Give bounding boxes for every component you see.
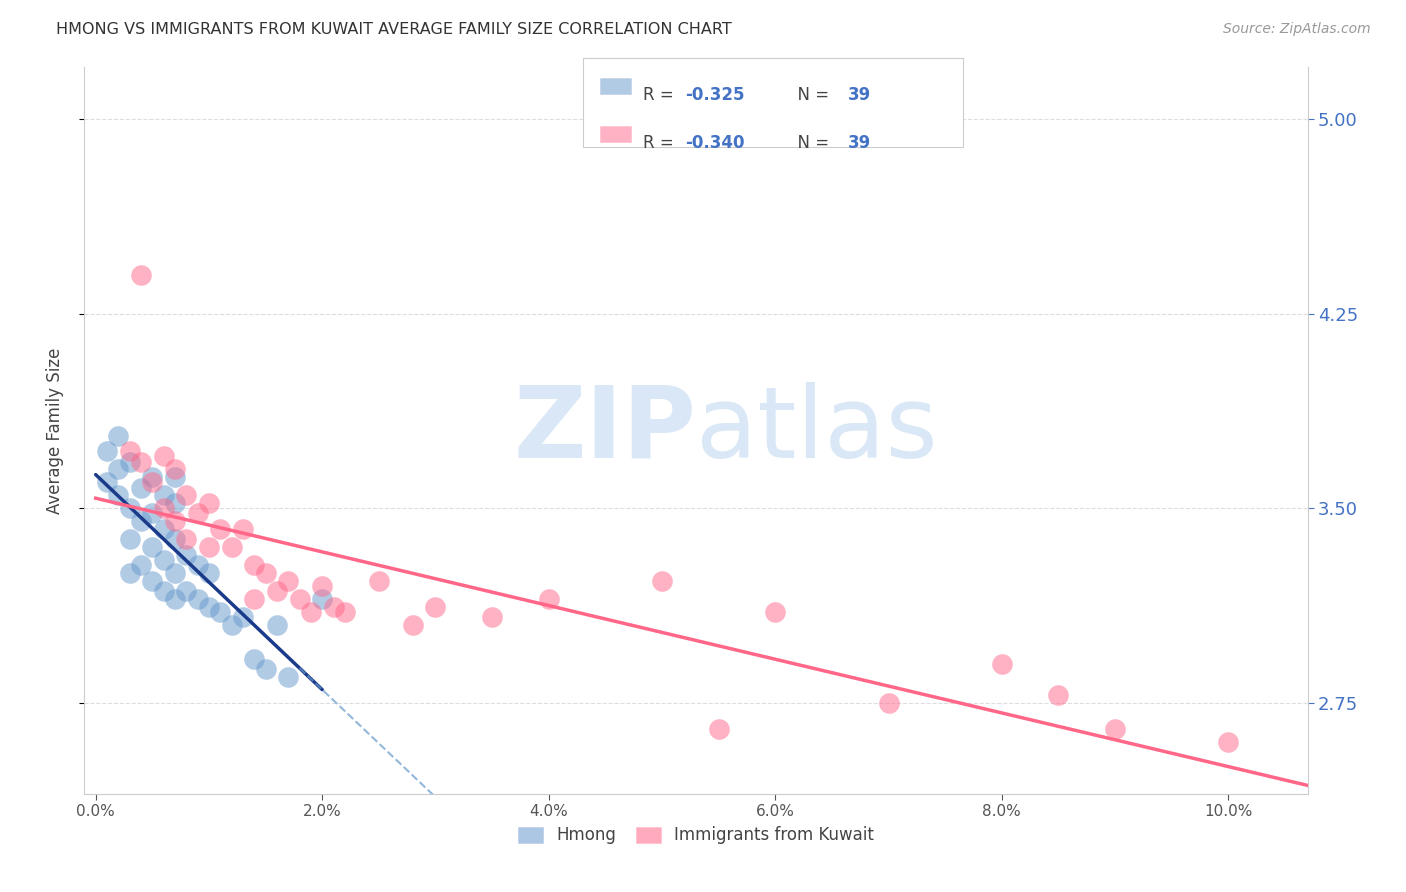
Text: R =: R = [643,134,679,152]
Point [163,496,186,510]
Point [311,579,333,593]
Point [96,475,118,490]
Point [187,558,209,573]
Point [163,514,186,528]
Point [277,574,299,588]
Point [311,592,333,607]
Text: 39: 39 [848,86,872,103]
Point [174,584,197,599]
Point [221,540,243,554]
Point [221,618,243,632]
Legend: Hmong, Immigrants from Kuwait: Hmong, Immigrants from Kuwait [512,820,880,851]
Point [367,574,389,588]
Point [118,501,141,516]
Point [209,522,232,536]
Point [163,462,186,476]
Y-axis label: Average Family Size: Average Family Size [45,347,63,514]
Point [209,605,232,619]
Text: 39: 39 [848,134,872,152]
Point [243,592,266,607]
Point [152,522,174,536]
Point [141,507,163,521]
Point [141,475,163,490]
Point [152,450,174,464]
Point [481,610,503,624]
Point [198,566,221,581]
Point [152,501,174,516]
Text: N =: N = [787,134,835,152]
Text: -0.340: -0.340 [685,134,744,152]
Point [763,605,786,619]
Point [174,533,197,547]
Text: atlas: atlas [696,382,938,479]
Point [254,662,277,676]
Point [129,481,152,495]
Point [1104,722,1126,736]
Point [96,444,118,458]
Text: HMONG VS IMMIGRANTS FROM KUWAIT AVERAGE FAMILY SIZE CORRELATION CHART: HMONG VS IMMIGRANTS FROM KUWAIT AVERAGE … [56,22,733,37]
Point [129,268,152,282]
Point [425,599,447,614]
Point [141,574,163,588]
Point [266,618,288,632]
Point [152,584,174,599]
Point [277,670,299,684]
Point [266,584,288,599]
Point [402,618,425,632]
Point [152,488,174,502]
Point [129,558,152,573]
Point [232,610,254,624]
Point [129,514,152,528]
Point [141,540,163,554]
Text: ZIP: ZIP [513,382,696,479]
Text: N =: N = [787,86,835,103]
Point [254,566,277,581]
Point [651,574,673,588]
Point [288,592,311,607]
Point [322,599,344,614]
Text: -0.325: -0.325 [685,86,744,103]
Point [991,657,1014,671]
Point [198,496,221,510]
Point [299,605,322,619]
Point [107,488,129,502]
Point [198,540,221,554]
Point [333,605,356,619]
Point [174,548,197,562]
Point [537,592,560,607]
Point [118,444,141,458]
Point [129,454,152,468]
Point [877,696,900,710]
Point [198,599,221,614]
Point [163,470,186,484]
Point [118,566,141,581]
Point [187,592,209,607]
Point [187,507,209,521]
Point [141,470,163,484]
Point [107,428,129,442]
Text: R =: R = [643,86,679,103]
Point [243,652,266,666]
Point [107,462,129,476]
Point [163,566,186,581]
Point [163,592,186,607]
Point [232,522,254,536]
Point [1047,688,1070,702]
Point [118,533,141,547]
Point [707,722,730,736]
Point [152,553,174,567]
Point [243,558,266,573]
Point [118,454,141,468]
Text: Source: ZipAtlas.com: Source: ZipAtlas.com [1223,22,1371,37]
Point [174,488,197,502]
Point [1218,735,1240,749]
Point [163,533,186,547]
